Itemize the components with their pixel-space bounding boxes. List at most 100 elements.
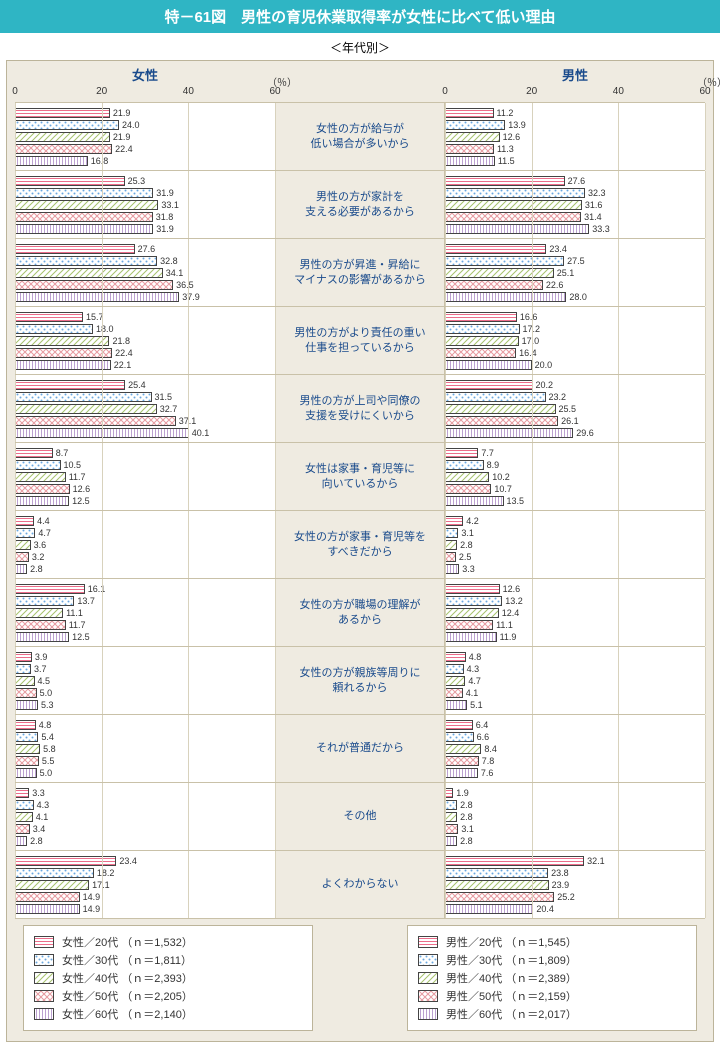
bar: 31.6	[445, 199, 705, 210]
bars-male: 23.427.525.122.628.0	[445, 239, 705, 306]
bar: 28.0	[445, 291, 705, 302]
bar-value: 18.0	[96, 324, 114, 334]
chart-subtitle: ＜年代別＞	[0, 39, 720, 56]
legend-swatch	[34, 936, 54, 948]
bar-value: 2.5	[459, 552, 472, 562]
bar-value: 11.3	[497, 144, 514, 154]
bar-value: 4.8	[469, 652, 482, 662]
bar-value: 20.0	[535, 360, 553, 370]
bar-value: 22.4	[115, 144, 133, 154]
bar-value: 10.7	[494, 484, 512, 494]
bar: 5.8	[15, 743, 275, 754]
bar-value: 6.4	[476, 720, 489, 730]
bar: 36.5	[15, 279, 275, 290]
bar: 1.9	[445, 787, 705, 798]
bar-value: 8.7	[56, 448, 69, 458]
bar-value: 11.1	[66, 608, 83, 618]
legend-label: 男性／60代 （ｎ＝2,017）	[446, 1006, 577, 1022]
bar: 37.9	[15, 291, 275, 302]
bar-value: 14.9	[83, 904, 101, 914]
bar: 16.6	[445, 311, 705, 322]
bars-female: 4.44.73.63.22.8	[15, 511, 275, 578]
bar: 7.7	[445, 447, 705, 458]
legend-item: 男性／60代 （ｎ＝2,017）	[418, 1006, 686, 1022]
bar: 2.8	[445, 539, 705, 550]
bar-value: 21.9	[113, 132, 131, 142]
bar: 23.2	[445, 391, 705, 402]
bar-value: 3.3	[462, 564, 475, 574]
legend-swatch	[418, 972, 438, 984]
bar-value: 3.4	[33, 824, 46, 834]
bar-value: 24.0	[122, 120, 140, 130]
bars-female: 16.113.711.111.712.5	[15, 579, 275, 646]
bar: 12.6	[445, 583, 705, 594]
bar: 12.6	[15, 483, 275, 494]
bar-value: 27.6	[138, 244, 156, 254]
legend-row: 女性／20代 （ｎ＝1,532）女性／30代 （ｎ＝1,811）女性／40代 （…	[15, 925, 705, 1031]
bar-value: 18.2	[97, 868, 115, 878]
bar-value: 2.8	[460, 800, 473, 810]
legend-item: 男性／20代 （ｎ＝1,545）	[418, 934, 686, 950]
bar-value: 22.4	[115, 348, 133, 358]
bars-female: 25.431.532.737.140.1	[15, 375, 275, 442]
bar-value: 23.2	[549, 392, 567, 402]
category-row: 23.418.217.114.914.9よくわからない32.123.823.92…	[15, 850, 705, 919]
bar-value: 3.1	[461, 528, 474, 538]
bar-value: 12.5	[72, 632, 90, 642]
bar: 26.1	[445, 415, 705, 426]
bar: 24.0	[15, 119, 275, 130]
legend-item: 女性／40代 （ｎ＝2,393）	[34, 970, 302, 986]
bar-value: 32.8	[160, 256, 178, 266]
category-label: 男性の方が家計を支える必要があるから	[275, 171, 445, 238]
rows: 21.924.021.922.416.8女性の方が給与が低い場合が多いから11.…	[15, 102, 705, 919]
bar-value: 3.6	[34, 540, 47, 550]
bar: 4.7	[445, 675, 705, 686]
bar-value: 13.7	[77, 596, 95, 606]
legend-item: 女性／30代 （ｎ＝1,811）	[34, 952, 302, 968]
bar-value: 2.8	[30, 836, 43, 846]
bar-value: 11.2	[497, 108, 514, 118]
bars-male: 16.617.217.016.420.0	[445, 307, 705, 374]
bar: 11.2	[445, 107, 705, 118]
bar: 20.4	[445, 903, 705, 914]
bar: 10.7	[445, 483, 705, 494]
bar-value: 16.6	[520, 312, 538, 322]
bar: 17.2	[445, 323, 705, 334]
bar: 25.5	[445, 403, 705, 414]
bars-male: 27.632.331.631.433.3	[445, 171, 705, 238]
bar: 4.4	[15, 515, 275, 526]
legend-swatch	[418, 954, 438, 966]
bar: 8.7	[15, 447, 275, 458]
legend-swatch	[34, 972, 54, 984]
bar-value: 5.3	[41, 700, 54, 710]
bar: 31.8	[15, 211, 275, 222]
bar: 3.2	[15, 551, 275, 562]
axis-tick: 0	[12, 86, 18, 97]
bar-value: 25.3	[128, 176, 146, 186]
bar: 2.8	[15, 835, 275, 846]
bar: 2.8	[15, 563, 275, 574]
bar: 5.0	[15, 687, 275, 698]
bar-value: 7.7	[481, 448, 494, 458]
category-row: 4.44.73.63.22.8女性の方が家事・育児等をすべきだから4.23.12…	[15, 510, 705, 578]
bar-value: 22.6	[546, 280, 564, 290]
column-headers: 女性 男性	[15, 65, 705, 84]
bar: 34.1	[15, 267, 275, 278]
bar: 4.5	[15, 675, 275, 686]
bar-value: 32.1	[587, 856, 605, 866]
bar-value: 32.7	[160, 404, 178, 414]
category-row: 27.632.834.136.537.9男性の方が昇進・昇給にマイナスの影響があ…	[15, 238, 705, 306]
bar-value: 3.1	[461, 824, 474, 834]
category-row: 15.718.021.822.422.1男性の方がより責任の重い仕事を担っている…	[15, 306, 705, 374]
bar-value: 25.4	[128, 380, 146, 390]
bar-value: 13.2	[505, 596, 523, 606]
bars-male: 4.23.12.82.53.3	[445, 511, 705, 578]
bar-value: 34.1	[166, 268, 184, 278]
bar-value: 36.5	[176, 280, 194, 290]
bar-value: 3.7	[34, 664, 47, 674]
bar: 37.1	[15, 415, 275, 426]
bar: 23.9	[445, 879, 705, 890]
bar-value: 12.6	[73, 484, 91, 494]
bars-female: 15.718.021.822.422.1	[15, 307, 275, 374]
bar-value: 2.8	[460, 812, 473, 822]
